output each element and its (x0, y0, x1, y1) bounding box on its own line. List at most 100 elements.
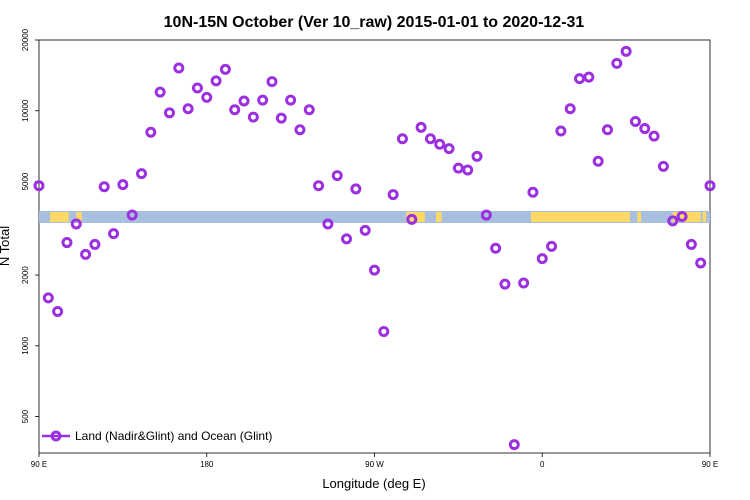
y-tick-label: 10000 (21, 99, 30, 122)
map-land (50, 212, 69, 222)
y-axis-label: N Total (0, 226, 12, 266)
data-point (126, 209, 138, 221)
data-point (219, 63, 231, 75)
data-point (191, 82, 203, 94)
x-tick-label: 90 W (365, 460, 384, 469)
data-point (369, 264, 380, 276)
data-point (80, 248, 92, 260)
data-point (555, 125, 567, 137)
data-point (452, 162, 464, 174)
x-tick-label: 0 (540, 460, 545, 469)
data-point (210, 75, 222, 87)
data-point (238, 95, 250, 107)
data-point (341, 233, 353, 245)
y-tick-label: 5000 (21, 172, 30, 190)
x-tick-label: 90 E (31, 460, 47, 469)
data-point (639, 123, 651, 135)
map-land (436, 212, 442, 222)
data-point (303, 104, 315, 116)
data-point (695, 257, 707, 269)
x-axis-label: Longitude (deg E) (322, 476, 425, 491)
data-point (52, 305, 64, 317)
plot-frame (38, 39, 711, 454)
data-point (387, 189, 399, 201)
data-point (546, 240, 558, 252)
x-tick-label: 90 E (702, 460, 718, 469)
data-point (229, 104, 241, 116)
data-point (499, 278, 511, 290)
data-point (490, 242, 502, 254)
data-point (70, 218, 82, 230)
y-tick-label: 1000 (21, 336, 30, 354)
map-strip (39, 211, 710, 223)
map-land (637, 212, 642, 222)
data-point (676, 210, 688, 222)
data-point (601, 124, 613, 136)
data-point (117, 179, 129, 191)
data-point (415, 121, 427, 133)
map-land (531, 212, 630, 222)
data-point (424, 133, 436, 145)
data-point (396, 133, 408, 145)
data-point (275, 112, 287, 124)
data-point (350, 183, 362, 195)
data-point (266, 76, 278, 88)
data-point (359, 224, 371, 236)
data-point (527, 186, 539, 198)
data-point (583, 71, 595, 83)
y-tick-label: 2000 (21, 266, 30, 284)
data-point (201, 91, 213, 103)
data-point (247, 111, 259, 123)
data-point (471, 150, 483, 162)
data-points (33, 45, 716, 451)
data-point (574, 73, 586, 85)
data-point (154, 86, 166, 98)
y-tick-label: 500 (21, 409, 30, 423)
data-point (564, 103, 576, 115)
data-point (667, 215, 679, 227)
data-point (313, 180, 325, 192)
data-point (657, 160, 669, 172)
x-tick-label: 180 (200, 460, 214, 469)
data-point (518, 277, 530, 289)
data-point (331, 170, 343, 182)
legend-marker (50, 430, 62, 442)
data-point (33, 180, 45, 192)
data-point (173, 62, 185, 74)
data-point (61, 237, 73, 249)
data-point (163, 107, 175, 119)
data-point (136, 168, 148, 180)
data-point (89, 238, 101, 250)
data-point (443, 143, 455, 155)
chart-title: 10N-15N October (Ver 10_raw) 2015-01-01 … (164, 14, 585, 31)
data-point (182, 103, 194, 115)
data-point (98, 181, 110, 193)
y-axis: 500 1000 2000 5000 10000 20000 (21, 28, 39, 423)
data-point (285, 94, 297, 106)
data-point (462, 164, 474, 176)
data-point (108, 228, 120, 240)
data-point (629, 116, 641, 128)
data-point (508, 439, 520, 451)
map-land (680, 212, 701, 222)
data-point (592, 155, 604, 167)
data-point (704, 180, 716, 192)
data-point (480, 209, 492, 221)
data-point (145, 126, 157, 138)
data-point (536, 253, 548, 265)
data-point (257, 94, 269, 106)
legend-label: Land (Nadir&Glint) and Ocean (Glint) (75, 429, 272, 443)
x-axis: 90 E 180 90 W 0 90 E (31, 453, 718, 469)
data-point (685, 238, 697, 250)
data-point (620, 45, 632, 57)
y-tick-label: 20000 (21, 28, 30, 51)
map-land (702, 212, 707, 222)
data-point (611, 57, 623, 69)
data-point (648, 130, 660, 142)
data-point (294, 124, 306, 136)
map-land (76, 212, 82, 222)
legend: Land (Nadir&Glint) and Ocean (Glint) (42, 429, 272, 443)
data-point (434, 138, 446, 150)
data-point (378, 326, 390, 338)
